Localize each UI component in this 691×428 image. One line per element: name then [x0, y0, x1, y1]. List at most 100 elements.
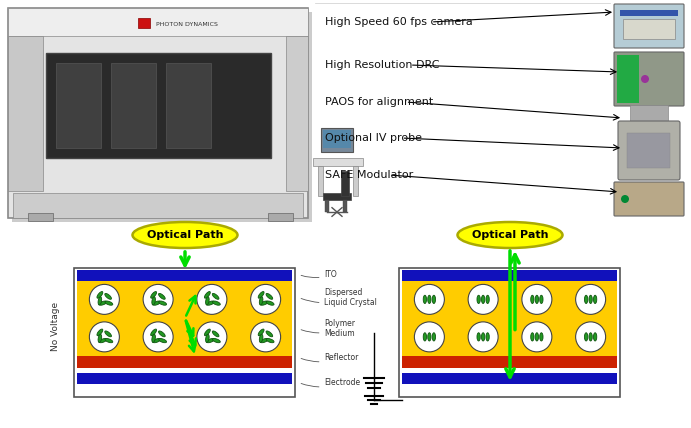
Ellipse shape: [482, 333, 485, 341]
Bar: [630, 105, 668, 123]
Bar: [399, 268, 621, 397]
Bar: [402, 372, 618, 384]
Ellipse shape: [212, 339, 220, 343]
Text: Electrode: Electrode: [301, 378, 361, 387]
Ellipse shape: [585, 295, 588, 303]
Ellipse shape: [151, 329, 157, 336]
Circle shape: [621, 195, 629, 203]
Text: Optical Path: Optical Path: [472, 230, 548, 240]
Bar: [402, 281, 618, 356]
Ellipse shape: [97, 291, 103, 298]
Ellipse shape: [433, 295, 435, 303]
Ellipse shape: [477, 333, 480, 341]
Ellipse shape: [97, 329, 103, 336]
Text: PAOS for alignment: PAOS for alignment: [325, 97, 433, 107]
FancyBboxPatch shape: [618, 121, 680, 180]
Ellipse shape: [99, 301, 107, 305]
Bar: [325, 200, 329, 212]
Circle shape: [143, 322, 173, 352]
Ellipse shape: [536, 333, 538, 341]
Bar: [402, 356, 618, 368]
Ellipse shape: [258, 291, 264, 298]
Ellipse shape: [206, 297, 209, 305]
Ellipse shape: [536, 295, 538, 303]
Ellipse shape: [531, 295, 534, 303]
Ellipse shape: [212, 331, 219, 337]
Text: SAFE Modulator: SAFE Modulator: [325, 170, 413, 180]
Bar: [321, 128, 353, 152]
Ellipse shape: [99, 339, 107, 343]
Ellipse shape: [594, 333, 597, 341]
Text: PHOTON DYNAMICS: PHOTON DYNAMICS: [156, 21, 218, 27]
Ellipse shape: [531, 333, 534, 341]
Circle shape: [89, 284, 120, 315]
Bar: [353, 166, 358, 196]
Bar: [138, 18, 150, 28]
Circle shape: [251, 322, 281, 352]
Bar: [12, 12, 312, 222]
Bar: [77, 270, 292, 281]
Circle shape: [522, 322, 552, 352]
Ellipse shape: [205, 329, 210, 336]
Ellipse shape: [259, 297, 263, 305]
Bar: [77, 356, 292, 368]
Bar: [13, 193, 303, 218]
Bar: [75, 268, 296, 397]
Bar: [343, 200, 347, 212]
Ellipse shape: [105, 301, 113, 305]
Ellipse shape: [589, 295, 592, 303]
Bar: [8, 8, 308, 218]
Bar: [77, 372, 292, 384]
Circle shape: [415, 322, 444, 352]
Ellipse shape: [259, 334, 263, 342]
Ellipse shape: [206, 334, 209, 342]
Ellipse shape: [105, 331, 111, 337]
Ellipse shape: [589, 333, 592, 341]
Circle shape: [143, 284, 173, 315]
Circle shape: [641, 75, 649, 83]
Circle shape: [576, 284, 605, 315]
Bar: [341, 171, 349, 196]
Circle shape: [415, 284, 444, 315]
Ellipse shape: [151, 291, 157, 298]
Ellipse shape: [266, 339, 274, 343]
Bar: [286, 36, 308, 191]
Ellipse shape: [261, 301, 268, 305]
Bar: [8, 8, 308, 36]
Ellipse shape: [152, 297, 155, 305]
Ellipse shape: [428, 295, 431, 303]
Bar: [77, 281, 292, 356]
Ellipse shape: [212, 301, 220, 305]
Ellipse shape: [212, 294, 219, 299]
Ellipse shape: [266, 331, 273, 337]
Ellipse shape: [457, 222, 562, 248]
Ellipse shape: [486, 333, 489, 341]
Bar: [313, 158, 363, 166]
Bar: [268, 213, 293, 221]
Text: Polymer
Medium: Polymer Medium: [301, 319, 355, 339]
Ellipse shape: [207, 301, 214, 305]
Circle shape: [468, 284, 498, 315]
Bar: [402, 270, 618, 281]
Ellipse shape: [486, 295, 489, 303]
Text: High Resolution DRC: High Resolution DRC: [325, 60, 439, 70]
Bar: [627, 133, 670, 168]
FancyBboxPatch shape: [614, 52, 684, 106]
FancyBboxPatch shape: [614, 182, 684, 216]
Text: No Voltage: No Voltage: [51, 302, 60, 351]
Bar: [28, 213, 53, 221]
Ellipse shape: [207, 339, 214, 343]
Ellipse shape: [266, 294, 273, 299]
Circle shape: [197, 284, 227, 315]
Circle shape: [522, 284, 552, 315]
Bar: [620, 10, 678, 16]
Text: High Speed 60 fps camera: High Speed 60 fps camera: [325, 17, 473, 27]
Ellipse shape: [98, 334, 102, 342]
Ellipse shape: [428, 333, 431, 341]
Circle shape: [468, 322, 498, 352]
Circle shape: [251, 284, 281, 315]
Ellipse shape: [153, 301, 160, 305]
Ellipse shape: [153, 339, 160, 343]
Text: ITO: ITO: [301, 270, 337, 279]
Ellipse shape: [477, 295, 480, 303]
